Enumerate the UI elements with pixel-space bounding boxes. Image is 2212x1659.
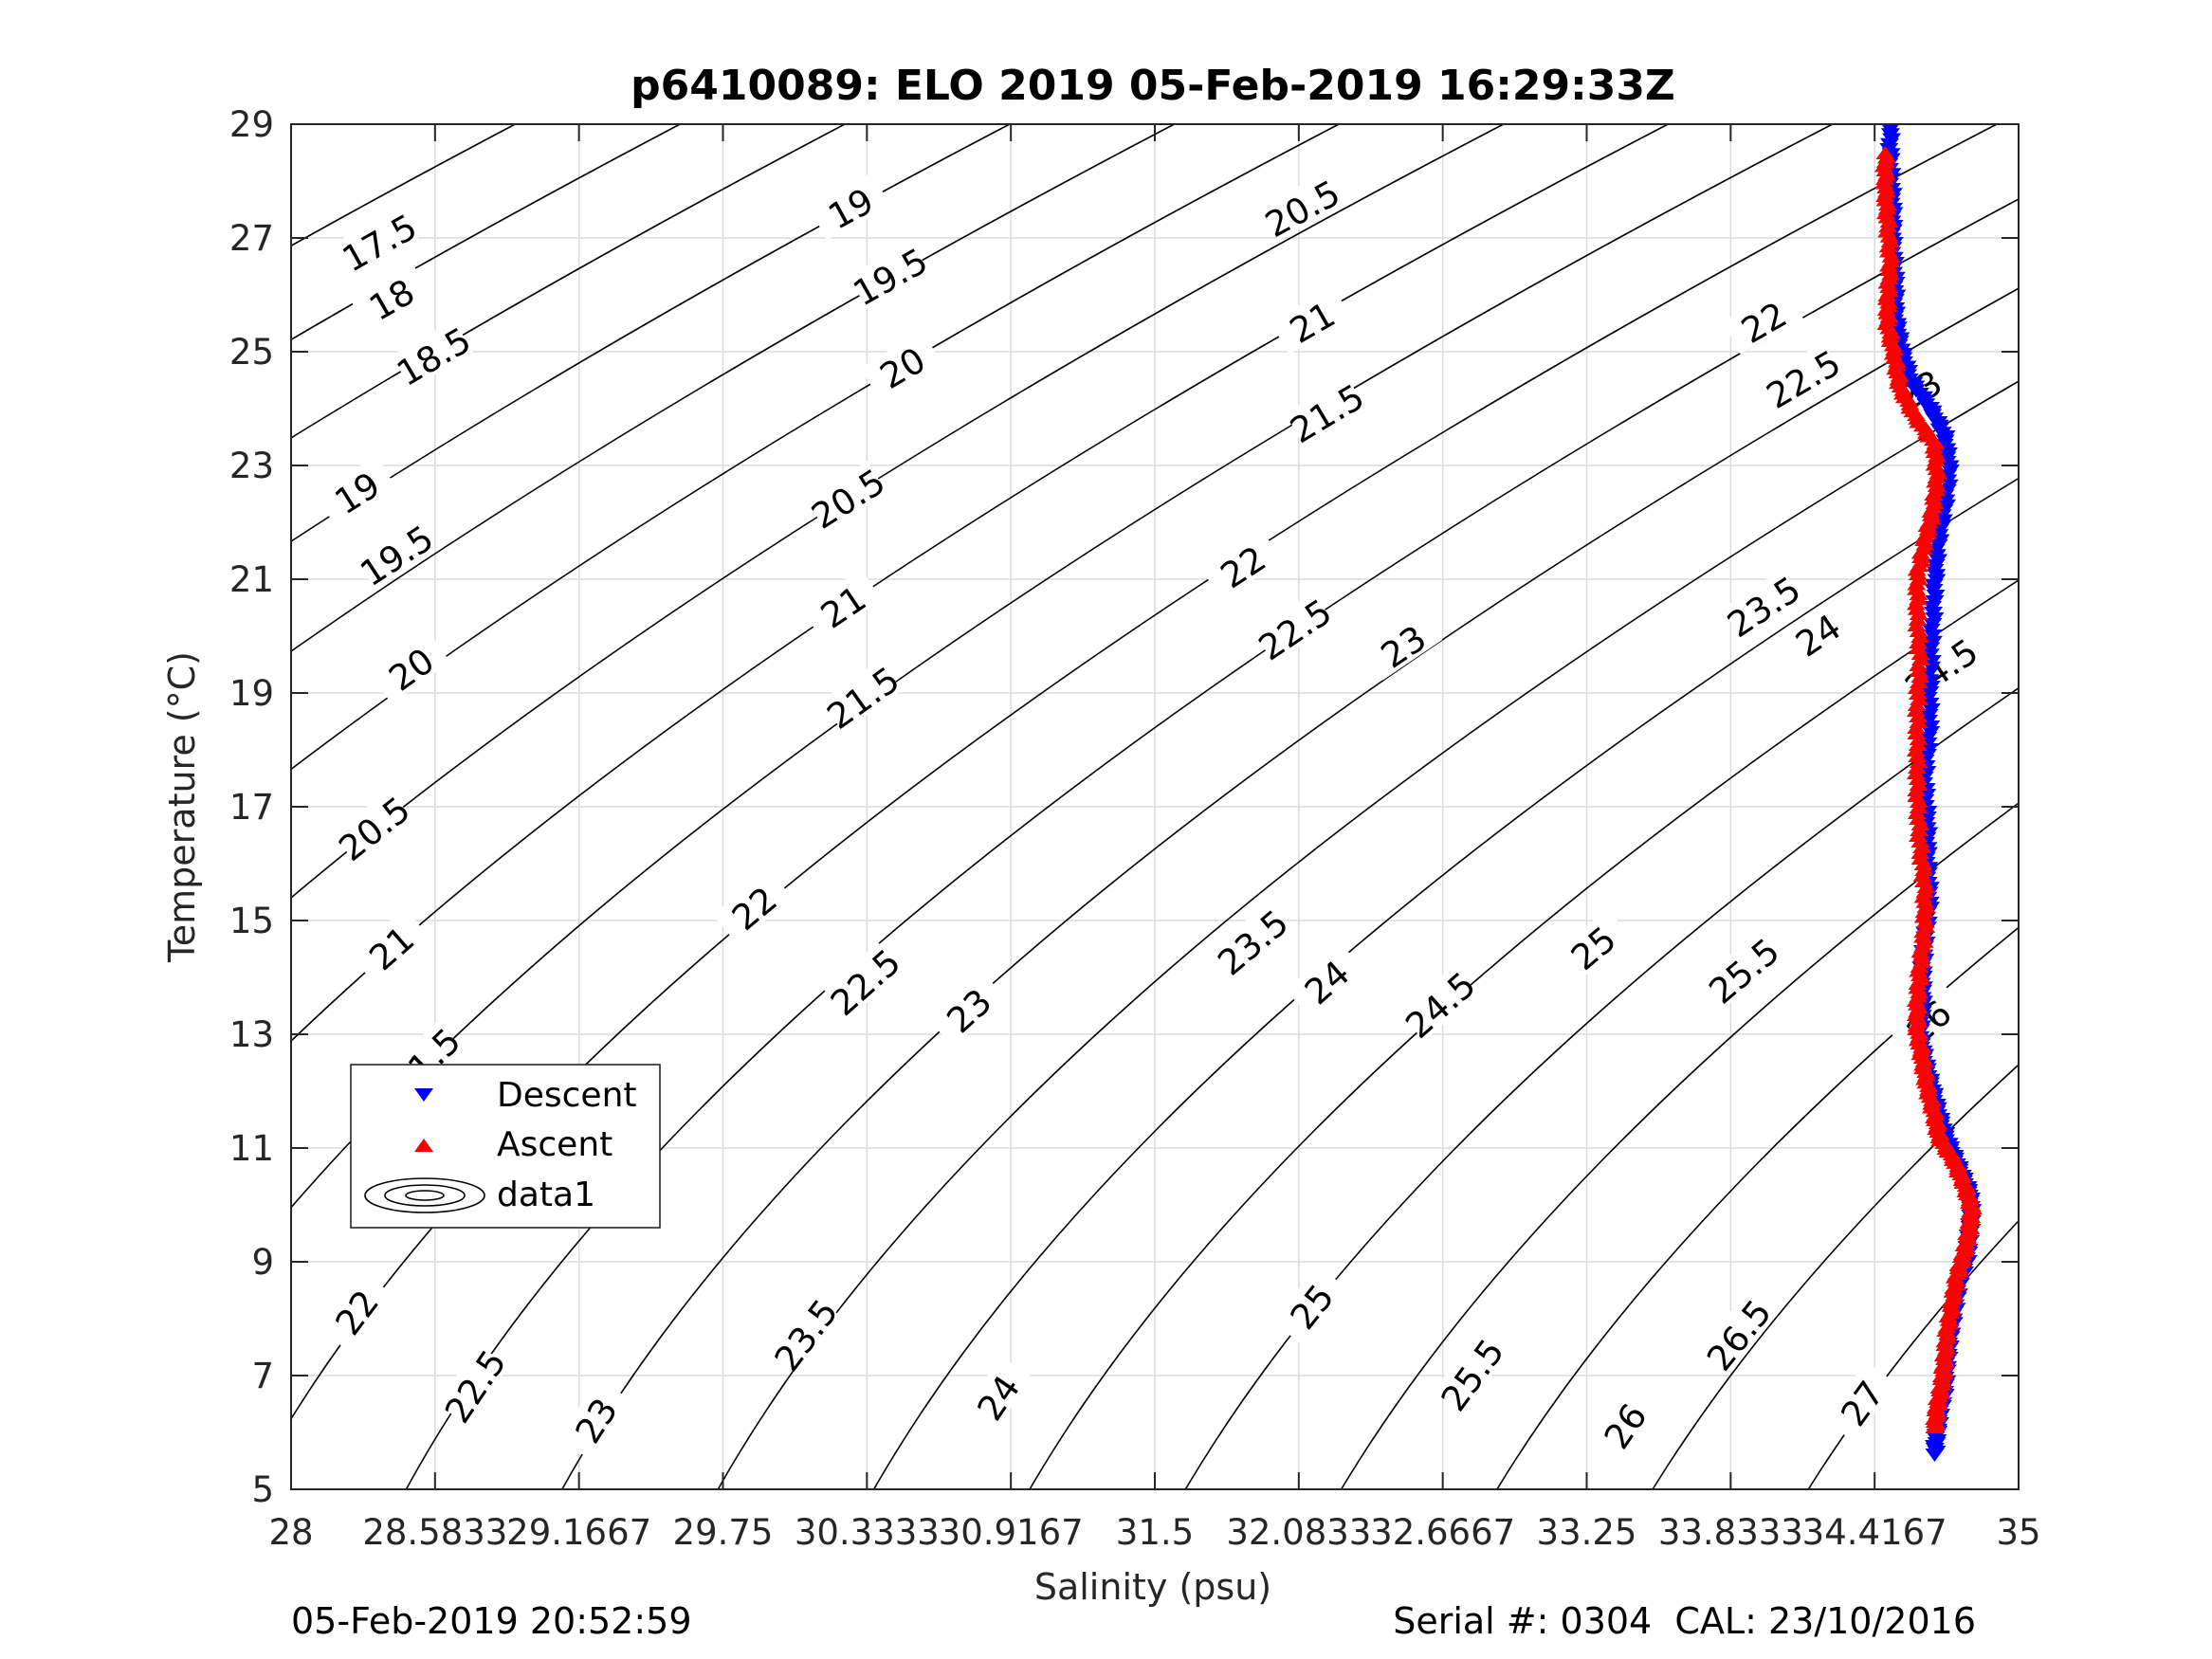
y-axis-label: Temperature (°C): [161, 651, 203, 963]
y-tick-label: 29: [229, 104, 274, 145]
y-tick-label: 17: [229, 787, 274, 828]
x-tick-label: 29.75: [673, 1512, 774, 1553]
x-tick-label: 28: [268, 1512, 313, 1553]
y-tick-label: 27: [229, 218, 274, 259]
legend-descent-label: Descent: [497, 1076, 637, 1115]
contour-line: [291, 124, 516, 247]
descent-point: [1924, 607, 1943, 620]
x-tick-label: 30.9167: [939, 1512, 1084, 1553]
legend-descent-marker: [414, 1088, 433, 1102]
contour-line: [291, 124, 846, 439]
contour-line: [717, 380, 2019, 1489]
x-axis-label: Salinity (psu): [1034, 1566, 1271, 1608]
legend-contour-label: data1: [497, 1176, 595, 1214]
x-tick-label: 32.0833: [1226, 1512, 1371, 1553]
descent-point: [1921, 681, 1941, 694]
contour-line: [561, 287, 2019, 1489]
descent-point: [1921, 703, 1941, 717]
y-tick-label: 23: [229, 446, 274, 486]
y-tick-label: 25: [229, 332, 274, 373]
contour-line: [291, 124, 1175, 653]
contour-line: [1652, 1064, 2019, 1489]
y-tick-label: 11: [229, 1128, 274, 1169]
y-tick-label: 9: [251, 1242, 274, 1283]
x-tick-label: 29.1667: [506, 1512, 651, 1553]
grid: [290, 123, 2020, 1490]
y-tick-label: 13: [229, 1014, 274, 1055]
x-tick-label: 31.5: [1116, 1512, 1194, 1553]
contour-line: [291, 124, 1505, 900]
descent-point: [1919, 743, 1939, 757]
y-tick-label: 7: [251, 1356, 274, 1396]
descent-point: [1923, 635, 1943, 649]
x-tick-label: 30.3333: [795, 1512, 940, 1553]
descent-point: [1921, 624, 1941, 637]
legend-box: [350, 1064, 661, 1229]
legend-contour-icon: [364, 1177, 485, 1213]
x-tick-label: 32.6667: [1370, 1512, 1515, 1553]
y-tick-label: 15: [229, 901, 274, 941]
x-tick-label: 28.5833: [362, 1512, 507, 1553]
y-tick-label: 19: [229, 673, 274, 714]
contour-line: [291, 124, 681, 341]
contour-line: [1807, 1219, 2019, 1489]
y-tick-label: 21: [229, 559, 274, 600]
x-tick-label: 33.8333: [1658, 1512, 1803, 1553]
x-tick-label: 33.25: [1537, 1512, 1637, 1553]
legend-ascent-label: Ascent: [497, 1125, 612, 1164]
legend-ascent-marker: [414, 1139, 433, 1152]
contour-line: [405, 198, 2019, 1489]
contour-line: [291, 124, 1998, 1421]
descent-point: [1925, 612, 1945, 626]
footer-serial-calibration: Serial #: 0304 CAL: 23/10/2016: [1393, 1600, 1976, 1642]
ascent-point: [1875, 146, 1895, 159]
legend: Descent Ascent data1: [350, 1064, 661, 1229]
descent-point: [1920, 686, 1940, 700]
x-tick-label: 35: [1996, 1512, 2040, 1553]
x-tick-label: 34.4167: [1802, 1512, 1947, 1553]
contour-label: 23: [1361, 608, 1443, 681]
chart-title: p6410089: ELO 2019 05-Feb-2019 16:29:33Z: [631, 62, 1675, 110]
footer-timestamp: 05-Feb-2019 20:52:59: [291, 1600, 692, 1642]
contour-line: [1340, 802, 2019, 1489]
contour-line: [1184, 686, 2019, 1489]
descent-point: [1925, 595, 1945, 609]
y-tick-label: 5: [251, 1469, 274, 1510]
ascent-series: [1874, 146, 1983, 1433]
descent-point: [1880, 123, 1900, 137]
